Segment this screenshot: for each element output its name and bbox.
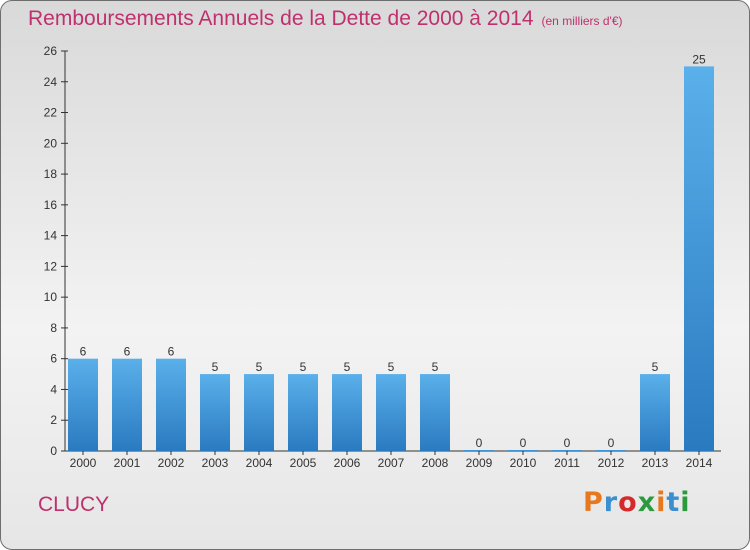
x-tick-label: 2012 bbox=[598, 456, 625, 470]
y-tick-label: 18 bbox=[44, 167, 58, 181]
x-tick-label: 2002 bbox=[158, 456, 185, 470]
bar-value-label: 0 bbox=[564, 436, 571, 450]
logo-letter: i bbox=[680, 487, 691, 518]
bar bbox=[68, 358, 98, 451]
bar-value-label: 6 bbox=[124, 345, 131, 359]
x-tick-label: 2001 bbox=[114, 456, 141, 470]
x-tick-label: 2005 bbox=[290, 456, 317, 470]
bar-value-label: 5 bbox=[652, 360, 659, 374]
bar bbox=[464, 450, 494, 451]
logo-letter: P bbox=[583, 487, 604, 518]
bar bbox=[684, 66, 714, 451]
x-tick-label: 2013 bbox=[642, 456, 669, 470]
bar-value-label: 25 bbox=[692, 52, 706, 66]
y-tick-label: 2 bbox=[50, 413, 57, 427]
y-tick-label: 26 bbox=[44, 44, 58, 58]
logo-letter: t bbox=[666, 487, 681, 518]
x-tick-label: 2009 bbox=[466, 456, 493, 470]
proxiti-logo[interactable]: Proxiti bbox=[583, 487, 691, 518]
y-tick-label: 10 bbox=[44, 290, 58, 304]
bar bbox=[244, 374, 274, 451]
y-tick-label: 14 bbox=[44, 229, 58, 243]
logo-letter: x bbox=[637, 487, 657, 518]
bar bbox=[200, 374, 230, 451]
x-tick-label: 2000 bbox=[70, 456, 97, 470]
bar bbox=[596, 450, 626, 451]
x-tick-label: 2011 bbox=[554, 456, 580, 470]
y-tick-label: 12 bbox=[44, 259, 58, 273]
x-tick-label: 2007 bbox=[378, 456, 405, 470]
x-tick-label: 2004 bbox=[246, 456, 273, 470]
chart-title: Remboursements Annuels de la Dette de 20… bbox=[28, 7, 623, 31]
x-tick-label: 2006 bbox=[334, 456, 361, 470]
x-tick-label: 2010 bbox=[510, 456, 537, 470]
commune-name: CLUCY bbox=[38, 493, 110, 516]
logo-letter: i bbox=[656, 487, 667, 518]
y-tick-label: 20 bbox=[44, 136, 58, 150]
x-tick-label: 2003 bbox=[202, 456, 229, 470]
bar bbox=[376, 374, 406, 451]
bar-value-label: 6 bbox=[80, 345, 87, 359]
bar-value-label: 5 bbox=[256, 360, 263, 374]
bar-value-label: 5 bbox=[432, 360, 439, 374]
logo-letter: o bbox=[618, 487, 638, 518]
bar bbox=[640, 374, 670, 451]
y-tick-label: 8 bbox=[50, 321, 57, 335]
y-tick-label: 6 bbox=[50, 352, 57, 366]
y-tick-label: 16 bbox=[44, 198, 58, 212]
bar bbox=[552, 450, 582, 451]
bar-value-label: 6 bbox=[168, 345, 175, 359]
y-tick-label: 24 bbox=[44, 75, 58, 89]
bar-value-label: 0 bbox=[476, 436, 483, 450]
bar-value-label: 5 bbox=[212, 360, 219, 374]
bar-value-label: 0 bbox=[520, 436, 527, 450]
chart-unit: (en milliers d'€) bbox=[541, 14, 623, 28]
x-tick-label: 2008 bbox=[422, 456, 449, 470]
y-tick-label: 0 bbox=[50, 444, 57, 458]
bar bbox=[288, 374, 318, 451]
bar bbox=[332, 374, 362, 451]
bar-value-label: 5 bbox=[344, 360, 351, 374]
bar bbox=[156, 358, 186, 451]
y-tick-label: 22 bbox=[44, 106, 58, 120]
logo-letter: r bbox=[603, 487, 619, 518]
bar bbox=[420, 374, 450, 451]
y-tick-label: 4 bbox=[50, 382, 57, 396]
bar bbox=[112, 358, 142, 451]
bar bbox=[508, 450, 538, 451]
bar-value-label: 5 bbox=[388, 360, 395, 374]
bar-value-label: 0 bbox=[608, 436, 615, 450]
chart-title-text: Remboursements Annuels de la Dette de 20… bbox=[28, 7, 534, 30]
x-tick-label: 2014 bbox=[686, 456, 713, 470]
bar-value-label: 5 bbox=[300, 360, 307, 374]
